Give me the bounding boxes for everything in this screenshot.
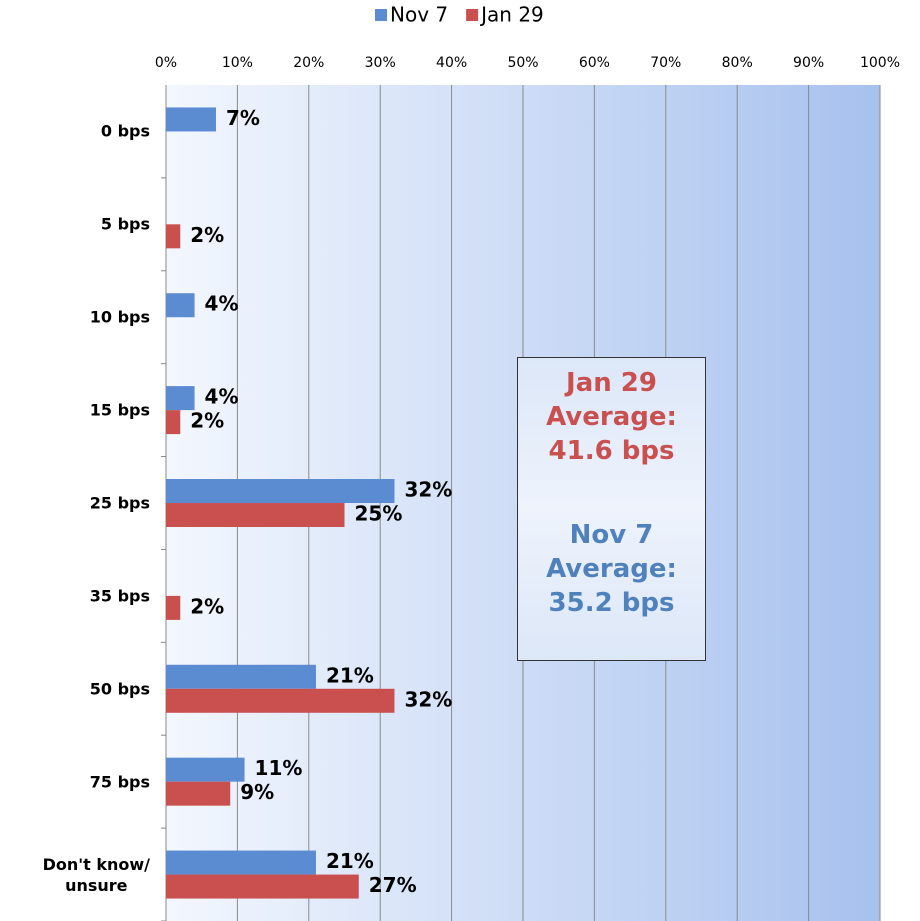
y-tick-label: 35 bps — [89, 586, 150, 606]
bar — [166, 224, 181, 249]
data-label: 11% — [255, 756, 303, 780]
y-tick-label: 50 bps — [89, 679, 150, 699]
x-tick-label: 0% — [155, 55, 177, 71]
bar — [166, 479, 395, 503]
data-label: 2% — [190, 223, 224, 247]
y-tick-label: 25 bps — [89, 493, 150, 513]
x-tick-label: 70% — [650, 55, 681, 71]
data-label: 4% — [205, 292, 239, 316]
bar — [166, 293, 195, 318]
x-tick-label: 10% — [222, 55, 253, 71]
y-tick-label: 0 bps — [100, 121, 150, 141]
data-label: 2% — [190, 409, 224, 433]
bar — [166, 410, 181, 435]
bar — [166, 503, 345, 527]
data-label: 7% — [226, 106, 260, 130]
bar — [166, 595, 181, 620]
bar — [166, 781, 231, 806]
x-tick-label: 50% — [507, 55, 538, 71]
legend-swatch — [375, 9, 387, 21]
bar — [166, 757, 245, 782]
x-tick-label: 80% — [722, 55, 753, 71]
data-label: 21% — [326, 849, 374, 873]
bar — [166, 850, 316, 875]
legend-label: Jan 29 — [479, 3, 544, 27]
data-label: 27% — [369, 873, 417, 897]
legend-label: Nov 7 — [390, 3, 448, 27]
bar — [166, 107, 216, 132]
x-tick-label: 30% — [365, 55, 396, 71]
data-label: 21% — [326, 663, 374, 687]
data-label: 9% — [240, 780, 274, 804]
x-tick-label: 40% — [436, 55, 467, 71]
annotation: Nov 7 Average: 35.2 bps — [546, 520, 677, 618]
x-tick-label: 60% — [579, 55, 610, 71]
x-tick-label: 20% — [293, 55, 324, 71]
x-tick-label: 90% — [793, 55, 824, 71]
y-tick-label: Don't know/ unsure — [42, 854, 150, 895]
bar — [166, 386, 195, 411]
y-tick-label: 75 bps — [89, 772, 150, 792]
data-label: 4% — [205, 385, 239, 409]
legend-swatch — [466, 9, 479, 21]
data-label: 32% — [404, 478, 452, 502]
y-tick-label: 10 bps — [89, 307, 150, 327]
x-tick-label: 100% — [860, 55, 900, 71]
bar — [166, 664, 316, 689]
data-label: 2% — [190, 594, 224, 618]
y-tick-label: 5 bps — [100, 214, 150, 234]
bar — [166, 688, 395, 713]
bar — [166, 874, 359, 899]
y-tick-label: 15 bps — [89, 400, 150, 420]
annotation-box: Jan 29 Average: 41.6 bps Nov 7 Average: 3… — [517, 357, 706, 661]
data-label: 25% — [355, 502, 403, 526]
annotation: Jan 29 Average: 41.6 bps — [546, 368, 677, 466]
data-label: 32% — [404, 687, 452, 711]
